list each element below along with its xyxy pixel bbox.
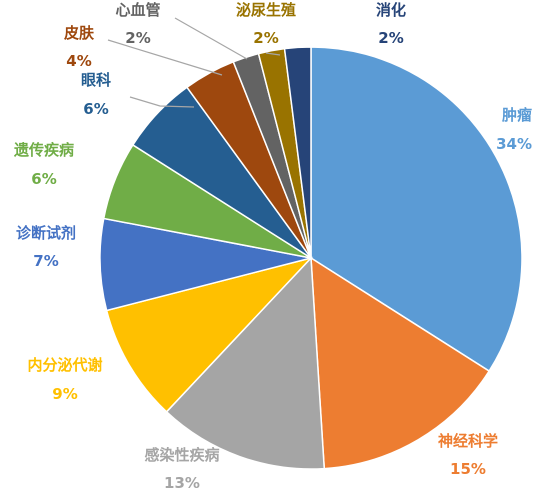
pie-slice — [283, 46, 312, 259]
leader-line — [129, 96, 195, 108]
slice-label: 心血管 — [115, 1, 160, 19]
slice-percent: 15% — [450, 460, 486, 478]
slice-label: 消化 — [376, 1, 406, 19]
pie-slice — [165, 256, 326, 470]
slice-percent: 7% — [33, 252, 58, 270]
slice-label: 遗传疾病 — [13, 141, 74, 159]
slice-percent: 13% — [164, 474, 200, 492]
slice-percent: 2% — [378, 29, 403, 47]
slice-label: 感染性疾病 — [144, 446, 219, 464]
slice-percent: 6% — [83, 100, 108, 118]
leader-line — [265, 52, 281, 56]
slice-percent: 2% — [125, 29, 150, 47]
slice-percent: 6% — [31, 170, 56, 188]
slice-label: 眼科 — [81, 71, 111, 89]
pie-slice — [310, 256, 491, 470]
pie-slice — [310, 46, 523, 373]
leader-line — [107, 39, 223, 76]
slice-label: 皮肤 — [64, 24, 95, 42]
slice-label: 肿瘤 — [502, 106, 532, 124]
slice-percent: 34% — [496, 135, 532, 153]
slice-percent: 9% — [52, 385, 77, 403]
slice-percent: 4% — [66, 52, 91, 70]
slice-percent: 2% — [253, 29, 278, 47]
slice-label: 诊断试剂 — [16, 224, 76, 242]
leader-line — [174, 17, 248, 60]
slice-label: 神经科学 — [438, 432, 498, 450]
slice-label: 泌尿生殖 — [236, 1, 296, 19]
pie-slice — [105, 256, 314, 413]
slice-label: 内分泌代谢 — [27, 356, 102, 374]
